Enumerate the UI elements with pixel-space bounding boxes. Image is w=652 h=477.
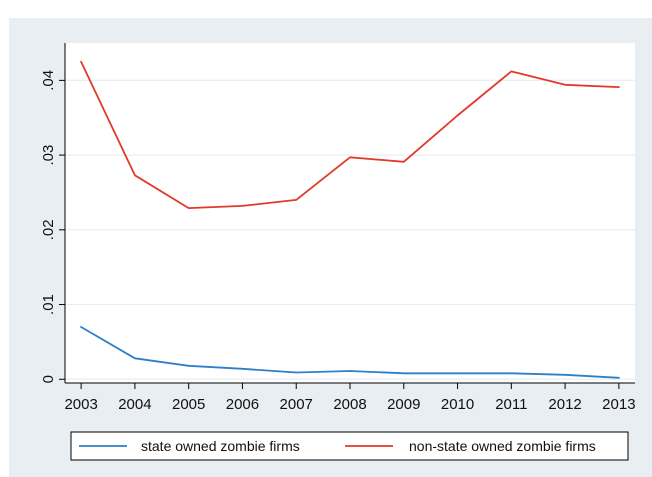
plot-area <box>65 43 635 383</box>
y-tick-label: .03 <box>40 145 57 166</box>
x-tick-label: 2009 <box>387 396 420 413</box>
gridlines <box>65 79 635 380</box>
x-tick-label: 2003 <box>64 396 97 413</box>
x-tick-label: 2012 <box>548 396 581 413</box>
legend: state owned zombie firms non-state owned… <box>70 431 629 461</box>
x-tick-label: 2007 <box>280 396 313 413</box>
x-tick-label: 2011 <box>495 396 527 413</box>
series-line-state-owned <box>80 326 620 379</box>
series-layer <box>80 60 620 379</box>
y-tick-label: .02 <box>40 219 57 240</box>
axes: 0 .01 .02 .03 .04 2003 2004 2005 2006 2007 2008 200… <box>40 43 636 413</box>
y-tick-label: .01 <box>40 294 57 315</box>
y-tick-label: 0 <box>40 375 57 383</box>
x-tick-label: 2008 <box>333 396 366 413</box>
legend-label-non-state-owned: non-state owned zombie firms <box>409 438 596 454</box>
x-tick-label: 2006 <box>226 396 259 413</box>
x-tick-label: 2013 <box>602 396 635 413</box>
legend-label-state-owned: state owned zombie firms <box>141 438 300 454</box>
x-tick-label: 2004 <box>118 396 151 413</box>
x-tick-label: 2010 <box>441 396 474 413</box>
y-tick-label: .04 <box>40 70 57 91</box>
series-line-non-state-owned <box>80 60 620 210</box>
x-tick-label: 2005 <box>172 396 205 413</box>
